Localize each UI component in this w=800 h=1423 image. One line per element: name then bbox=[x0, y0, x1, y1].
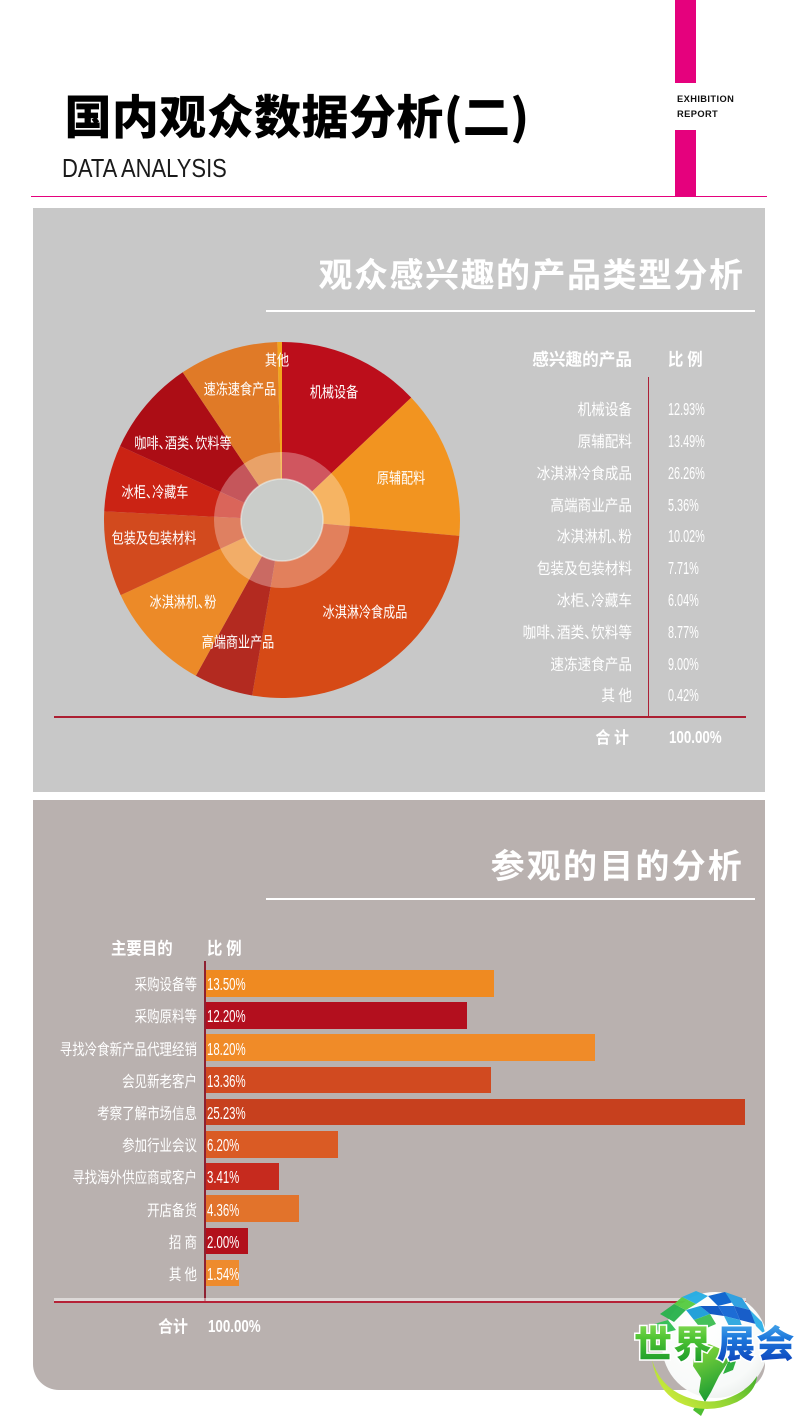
svg-text:展会: 展会 bbox=[717, 1318, 796, 1366]
svg-text:世界: 世界 bbox=[634, 1318, 713, 1366]
